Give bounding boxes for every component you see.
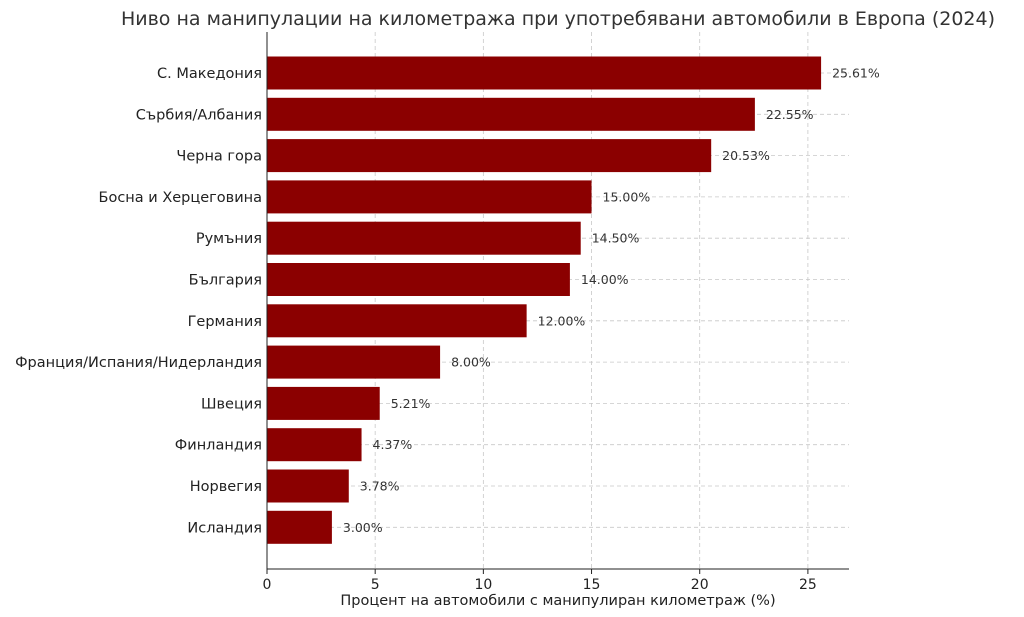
value-labels: 25.61% 22.55% 20.53% 15.00% 14.50% 14.00% 12.0… — [343, 66, 880, 535]
category-label: Франция/Испания/Нидерландия — [15, 355, 262, 371]
value-label: 22.55% — [766, 107, 814, 122]
x-tick-label: 15 — [583, 577, 601, 593]
bars — [267, 56, 822, 544]
value-label: 4.37% — [373, 437, 413, 452]
bar — [267, 97, 755, 131]
category-label: Исландия — [187, 520, 262, 536]
x-tick-label: 10 — [474, 577, 492, 593]
category-label: Сърбия/Албания — [136, 107, 262, 123]
value-label: 25.61% — [832, 66, 880, 81]
category-label: България — [189, 273, 262, 289]
category-label: Норвегия — [190, 479, 262, 495]
bar — [267, 221, 581, 255]
bar — [267, 263, 570, 296]
bar — [267, 469, 349, 503]
category-label: Черна гора — [176, 149, 262, 165]
x-tick-label: 20 — [691, 577, 709, 593]
value-label: 20.53% — [722, 148, 770, 163]
bar — [267, 56, 822, 90]
chart-title: Ниво на манипулации на километража при у… — [121, 8, 995, 30]
value-label: 8.00% — [451, 355, 491, 370]
category-label: Финландия — [175, 438, 262, 454]
category-label: Румъния — [196, 231, 262, 247]
category-labels: С. Македония Сърбия/Албания Черна гора Босн… — [15, 66, 262, 536]
bar — [267, 386, 380, 420]
bar — [267, 345, 441, 379]
category-label: Босна и Херцеговина — [99, 190, 262, 206]
bar — [267, 510, 332, 544]
value-label: 3.00% — [343, 520, 383, 535]
category-label: Германия — [188, 314, 262, 330]
x-tick-label: 5 — [371, 577, 380, 593]
x-tick-label: 0 — [263, 577, 272, 593]
value-label: 5.21% — [391, 396, 431, 411]
x-tick-label: 25 — [799, 577, 817, 593]
value-label: 14.00% — [581, 272, 629, 287]
bar — [267, 139, 712, 173]
value-label: 12.00% — [538, 313, 586, 328]
bar — [267, 428, 362, 462]
category-label: С. Македония — [157, 66, 262, 82]
bar — [267, 180, 592, 214]
x-ticks: 0 5 10 15 20 25 — [263, 569, 817, 593]
bar — [267, 304, 527, 338]
value-label: 14.50% — [592, 231, 640, 246]
value-label: 3.78% — [360, 479, 400, 494]
value-label: 15.00% — [603, 189, 651, 204]
category-label: Швеция — [201, 396, 262, 412]
x-axis-title: Процент на автомобили с манипулиран кило… — [340, 593, 775, 609]
